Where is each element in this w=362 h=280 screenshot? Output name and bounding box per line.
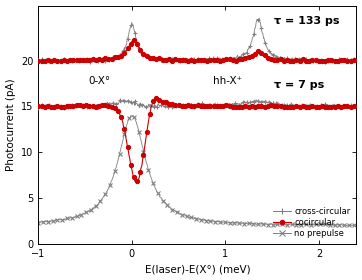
- Text: hh-X⁺: hh-X⁺: [213, 76, 242, 87]
- Text: 0-X°: 0-X°: [88, 76, 110, 87]
- Y-axis label: Photocurrent (pA): Photocurrent (pA): [5, 78, 16, 171]
- Text: τ = 7 ps: τ = 7 ps: [274, 80, 324, 90]
- Legend: cross-circular, cocircular, no prepulse: cross-circular, cocircular, no prepulse: [271, 205, 352, 240]
- X-axis label: E(laser)-E(X°) (meV): E(laser)-E(X°) (meV): [144, 264, 250, 274]
- Text: τ = 133 ps: τ = 133 ps: [274, 16, 340, 26]
